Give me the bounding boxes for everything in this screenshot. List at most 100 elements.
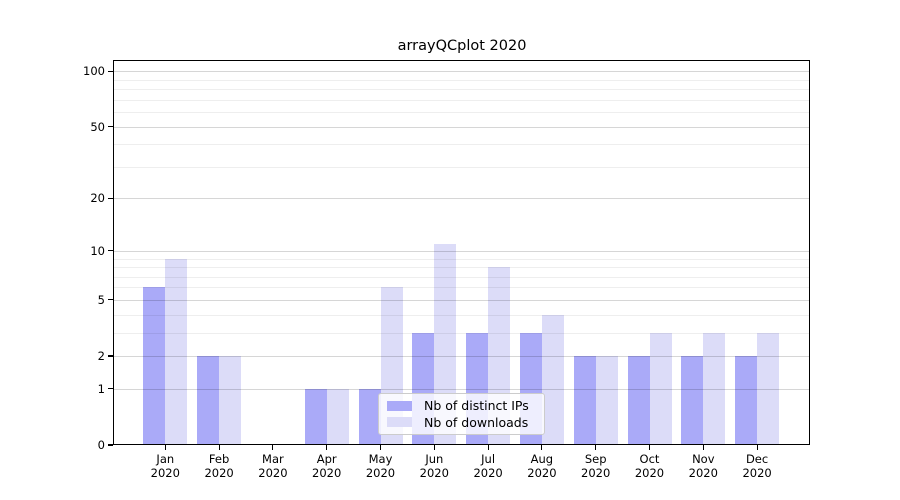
gridline-major xyxy=(113,388,810,390)
gridline-minor xyxy=(113,258,810,260)
bar-nb-of-downloads-dec xyxy=(757,332,780,445)
x-tick-month: Apr xyxy=(316,452,337,466)
x-tick-month: Jun xyxy=(425,452,444,466)
x-tick-month: Feb xyxy=(208,452,230,466)
x-tick-label: Jul 2020 xyxy=(458,452,518,480)
x-tick-month: Nov xyxy=(692,452,715,466)
gridline-major xyxy=(113,356,810,358)
y-tick-label: 5 xyxy=(97,292,105,307)
x-tick-label: Dec 2020 xyxy=(727,452,787,480)
gridline-major xyxy=(113,250,810,252)
x-tick-month: Oct xyxy=(639,452,660,466)
y-tick-label: 1 xyxy=(97,381,105,396)
gridline-major xyxy=(113,299,810,301)
x-tick-year: 2020 xyxy=(527,466,557,480)
legend-swatch-nb-of-downloads xyxy=(387,417,412,427)
gridline-minor xyxy=(113,166,810,168)
gridline-minor xyxy=(113,276,810,278)
gridline-major xyxy=(113,71,810,73)
x-tick-month: Dec xyxy=(745,452,769,466)
gridline-minor xyxy=(113,314,810,316)
gridline-minor xyxy=(113,79,810,81)
x-tick-month: Mar xyxy=(262,452,284,466)
y-tick-label: 10 xyxy=(90,243,105,258)
x-tick-label: May 2020 xyxy=(351,452,411,480)
y-tick-label: 2 xyxy=(97,349,105,364)
x-tick-year: 2020 xyxy=(204,466,234,480)
legend-item-nb-of-distinct-ips: Nb of distinct IPs xyxy=(387,398,536,413)
x-tick-label: Jun 2020 xyxy=(404,452,464,480)
legend-swatch-nb-of-distinct-ips xyxy=(387,401,412,411)
bar-nb-of-downloads-sep xyxy=(595,356,618,445)
x-tick-label: Nov 2020 xyxy=(673,452,733,480)
gridline-minor xyxy=(113,89,810,91)
legend: Nb of distinct IPs Nb of downloads xyxy=(378,393,545,435)
x-tick xyxy=(595,445,597,450)
legend-item-nb-of-downloads: Nb of downloads xyxy=(387,415,536,430)
x-tick-year: 2020 xyxy=(581,466,611,480)
x-tick-year: 2020 xyxy=(312,466,342,480)
gridline-minor xyxy=(113,112,810,114)
legend-label: Nb of downloads xyxy=(424,414,529,430)
x-tick xyxy=(487,445,489,450)
bar-nb-of-distinct-ips-dec xyxy=(735,356,758,445)
bar-nb-of-downloads-nov xyxy=(703,332,726,445)
gridline-major xyxy=(113,126,810,128)
x-tick-label: Sep 2020 xyxy=(566,452,626,480)
x-tick-year: 2020 xyxy=(150,466,180,480)
x-tick-month: Jan xyxy=(156,452,175,466)
x-tick-year: 2020 xyxy=(742,466,772,480)
bar-nb-of-distinct-ips-nov xyxy=(681,356,704,445)
x-tick-year: 2020 xyxy=(473,466,503,480)
x-tick-month: Aug xyxy=(530,452,554,466)
x-tick-label: Jan 2020 xyxy=(135,452,195,480)
bar-nb-of-downloads-jan xyxy=(165,258,188,445)
x-tick-year: 2020 xyxy=(634,466,665,480)
gridline-minor xyxy=(113,267,810,269)
gridline-minor xyxy=(113,287,810,289)
y-tick-label: 20 xyxy=(90,191,105,206)
gridline-minor xyxy=(113,144,810,146)
x-tick-year: 2020 xyxy=(419,466,449,480)
bar-nb-of-distinct-ips-apr xyxy=(304,388,327,445)
gridline-minor xyxy=(113,332,810,334)
bar-nb-of-distinct-ips-may xyxy=(358,388,381,445)
y-tick-label: 50 xyxy=(90,119,105,134)
x-tick-label: Aug 2020 xyxy=(512,452,572,480)
x-tick-year: 2020 xyxy=(258,466,288,480)
x-tick xyxy=(541,445,543,450)
bar-nb-of-downloads-oct xyxy=(649,332,672,445)
bar-nb-of-distinct-ips-oct xyxy=(627,356,650,445)
x-tick xyxy=(756,445,758,450)
x-tick-label: Oct 2020 xyxy=(620,452,680,480)
gridline-major xyxy=(113,198,810,200)
x-tick-label: Apr 2020 xyxy=(297,452,357,480)
x-tick xyxy=(379,445,382,450)
x-tick xyxy=(272,445,274,450)
bar-nb-of-distinct-ips-sep xyxy=(573,356,596,445)
x-tick-month: Jul xyxy=(481,452,496,466)
x-tick-label: Mar 2020 xyxy=(243,452,303,480)
x-tick-year: 2020 xyxy=(688,466,718,480)
legend-label: Nb of distinct IPs xyxy=(424,398,529,414)
bar-nb-of-distinct-ips-feb xyxy=(197,356,220,445)
x-tick xyxy=(164,445,166,450)
x-tick xyxy=(433,445,435,450)
gridline-minor xyxy=(113,99,810,101)
x-tick-label: Feb 2020 xyxy=(189,452,249,480)
bar-nb-of-distinct-ips-jan xyxy=(143,287,166,445)
y-tick-label: 100 xyxy=(83,64,105,79)
plot-area xyxy=(113,60,810,445)
grid-layer xyxy=(113,60,810,445)
x-tick-year: 2020 xyxy=(365,466,396,480)
x-tick xyxy=(326,445,328,450)
chart-title: arrayQCplot 2020 xyxy=(397,38,527,54)
y-tick-label: 0 xyxy=(97,438,105,452)
x-tick-month: Sep xyxy=(584,452,607,466)
bar-nb-of-downloads-aug xyxy=(541,314,564,445)
x-tick xyxy=(648,445,651,450)
x-tick-month: May xyxy=(368,452,393,466)
bar-nb-of-downloads-apr xyxy=(326,388,349,445)
bar-nb-of-downloads-feb xyxy=(219,356,242,445)
